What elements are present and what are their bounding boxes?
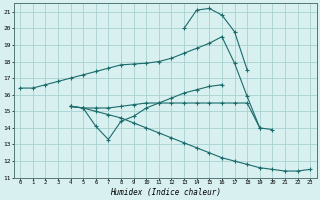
X-axis label: Humidex (Indice chaleur): Humidex (Indice chaleur) bbox=[110, 188, 220, 197]
